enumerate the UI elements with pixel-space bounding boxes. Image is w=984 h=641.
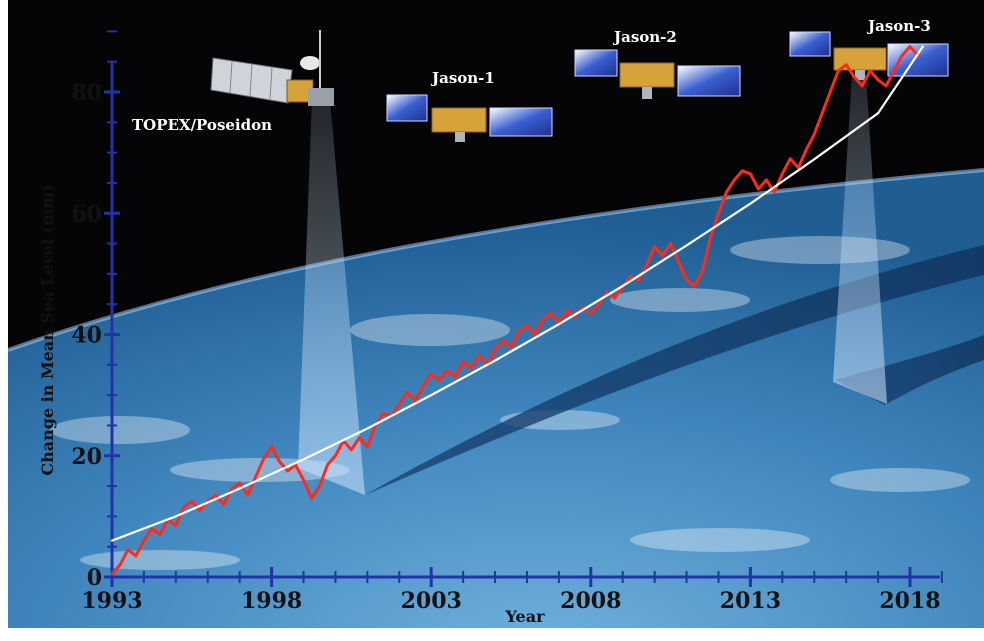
- observed-sea-level-line: [110, 45, 920, 576]
- x-minor-ticks: [111, 571, 943, 583]
- axes: 0 20 40 60 80 1993 1998 2003 2008 2013 2018: [71, 30, 943, 614]
- jason1-label: Jason-1: [430, 69, 495, 87]
- x-tick-label: 1998: [241, 588, 302, 614]
- ground-swath-1: [300, 245, 984, 495]
- jason1-satellite-icon: [386, 94, 553, 142]
- atmosphere-glow: [7, 168, 984, 352]
- x-tick-label: 2008: [560, 588, 621, 614]
- earth-ocean: [8, 170, 984, 628]
- y-tick-label: 40: [71, 323, 102, 349]
- topex-satellite-icon: [210, 30, 334, 106]
- x-tick-label: 2018: [879, 588, 940, 614]
- trend-line: [110, 45, 924, 542]
- y-tick-label: 0: [87, 565, 102, 591]
- jason2-label: Jason-2: [612, 28, 677, 46]
- y-axis-title: Change in Mean Sea Level (mm): [38, 184, 57, 475]
- jason3-label: Jason-3: [866, 17, 931, 35]
- y-tick-label: 20: [71, 444, 102, 470]
- topex-beam: [298, 100, 365, 495]
- x-ticks: 1993 1998 2003 2008 2013 2018: [81, 567, 941, 614]
- jason3-beam: [833, 75, 887, 404]
- y-ticks: 0 20 40 60 80: [71, 80, 120, 591]
- y-tick-label: 60: [71, 201, 102, 227]
- x-tick-label: 2013: [720, 588, 781, 614]
- y-tick-label: 80: [71, 80, 102, 106]
- x-tick-label: 2003: [401, 588, 462, 614]
- topex-label: TOPEX/Poseidon: [132, 116, 272, 134]
- x-axis-title: Year: [504, 607, 545, 626]
- jason2-satellite-icon: [574, 49, 741, 99]
- x-tick-label: 1993: [81, 588, 142, 614]
- series-layer: [110, 45, 924, 576]
